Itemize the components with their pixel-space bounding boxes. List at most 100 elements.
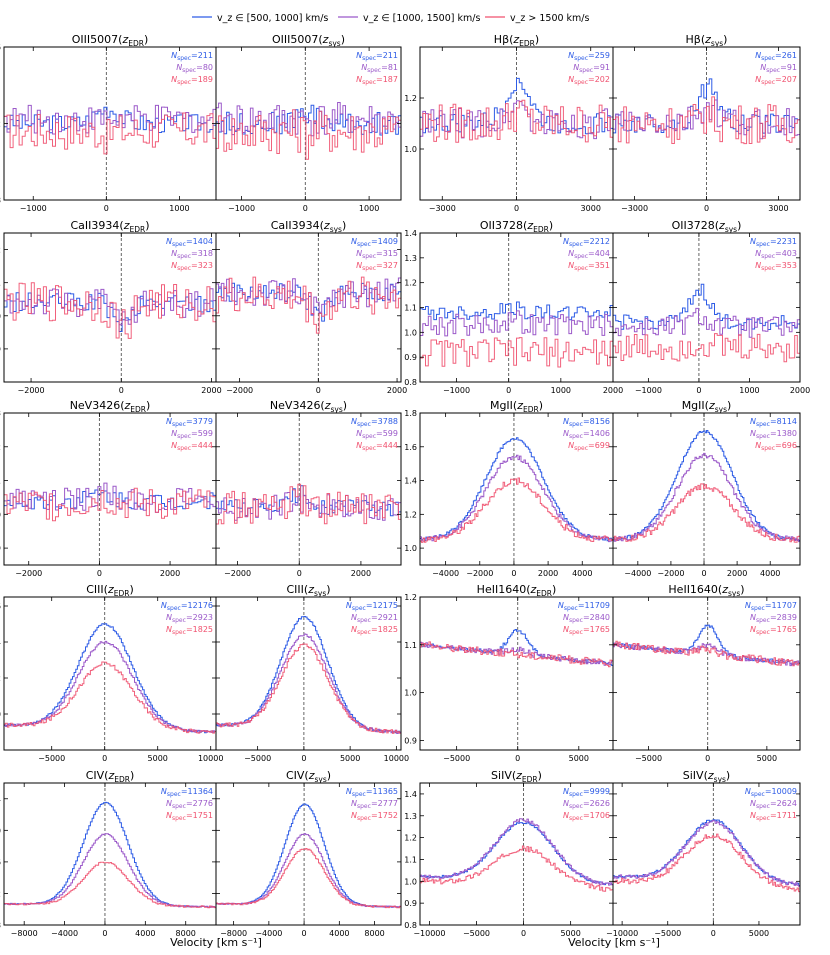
x-tick-label: −10000: [606, 929, 638, 938]
n-spec-label-blue: Nspec=12175: [346, 601, 398, 612]
y-tick-label: 0.9: [0, 345, 1, 354]
x-tick-label: −2000: [18, 386, 45, 395]
n-spec-label-blue: Nspec=11365: [346, 787, 398, 798]
n-spec-label-purple: Nspec=2921: [351, 613, 398, 624]
series-red: [216, 276, 401, 334]
y-tick-label: 1.4: [404, 790, 417, 799]
plot-frame: [215, 412, 402, 566]
x-tick-label: 0: [102, 929, 107, 938]
y-tick-label: 1.4: [404, 229, 417, 238]
y-tick-label: 1.3: [404, 812, 417, 821]
x-tick-label: 0: [302, 929, 307, 938]
series-red: [216, 848, 401, 909]
n-spec-label-purple: Nspec=599: [356, 429, 398, 440]
n-spec-label-purple: Nspec=404: [568, 249, 610, 260]
series-purple: [216, 633, 401, 734]
y-tick-label: 0.9: [0, 544, 1, 553]
series-red: [420, 99, 613, 143]
series-purple: [420, 454, 613, 543]
n-spec-label-purple: Nspec=1406: [563, 429, 610, 440]
n-spec-label-blue: Nspec=11707: [745, 601, 797, 612]
y-tick-label: 1.2: [0, 120, 1, 129]
panel-heii1640-zsys: −5000 0 5000HeII1640(zsys)Nspec=11707Nspec…: [612, 583, 801, 763]
x-tick-label: 0: [696, 386, 701, 395]
n-spec-label-blue: Nspec=1409: [351, 237, 398, 248]
series-red: [4, 661, 216, 734]
y-tick-label: 0.8: [0, 921, 1, 930]
panel-nev3426-zedr: −2000 0 2000 0.9 1.0 1.1 1.2 1.3 NeV3426(zEDR) Ns…: [0, 399, 217, 578]
panel-title: OIII5007(zsys): [272, 33, 345, 48]
y-tick-label: 0.9: [404, 899, 417, 908]
panel-title: CIV(zEDR): [86, 769, 135, 784]
x-tick-label: −4000: [624, 569, 651, 578]
series-red: [420, 845, 613, 892]
y-tick-label: 1.2: [404, 593, 417, 602]
y-tick-label: 1.1: [0, 279, 1, 288]
plot-frame: [612, 412, 801, 566]
n-spec-label-blue: Nspec=11364: [161, 787, 213, 798]
n-spec-label-purple: Nspec=599: [171, 429, 213, 440]
panel-civ-zedr: −8000 −4000 0 4000 8000 0.8 1.2 1.6 2.0 2.4 CIV(zE…: [0, 769, 217, 938]
n-spec-label-red: Nspec=696: [755, 441, 797, 452]
panel-title: OII3728(zEDR): [480, 219, 553, 234]
x-tick-label: 1000: [739, 386, 759, 395]
x-tick-label: −2000: [226, 386, 253, 395]
plot-frame: [215, 782, 402, 926]
n-spec-label-red: Nspec=1706: [563, 811, 610, 822]
n-spec-label-red: Nspec=189: [171, 75, 213, 86]
x-tick-label: 5000: [757, 754, 777, 763]
legend-label-blue: v_z ∈ [500, 1000] km/s: [217, 13, 328, 24]
n-spec-label-blue: Nspec=2231: [750, 237, 797, 248]
panel-title: HeII1640(zEDR): [477, 583, 557, 598]
series-purple: [613, 820, 800, 887]
plot-frame: [612, 782, 801, 926]
n-spec-label-purple: Nspec=318: [171, 249, 213, 260]
series-blue: [420, 437, 613, 542]
x-tick-label: 0: [316, 386, 321, 395]
x-tick-label: 0: [514, 204, 519, 213]
series-blue: [216, 616, 401, 734]
series-purple: [216, 833, 401, 908]
n-spec-label-purple: Nspec=2776: [166, 799, 213, 810]
n-spec-label-blue: Nspec=261: [755, 51, 797, 62]
panel-title: NeV3426(zsys): [270, 399, 347, 414]
panel-ciii-zedr: −5000 0 5000 10000 1.0 1.2 1.4 1.6 CIII(zEDR) Nsp…: [0, 583, 223, 763]
x-tick-label: 2000: [387, 386, 407, 395]
panel-siiv-zedr: −10000 −5000 0 5000 0.8 0.9 1.0 1.1 1.2 1.3 1.4 SiI…: [404, 769, 614, 938]
n-spec-label-purple: Nspec=80: [176, 63, 213, 74]
y-tick-label: 1.1: [404, 855, 417, 864]
x-tick-label: 0: [511, 569, 516, 578]
y-tick-label: 1.2: [0, 889, 1, 898]
x-tick-label: −1000: [443, 386, 470, 395]
x-tick-label: −5000: [443, 754, 470, 763]
x-tick-label: 2000: [727, 569, 747, 578]
legend-label-purple: v_z ∈ [1000, 1500] km/s: [363, 13, 480, 24]
y-tick-label: 0.8: [0, 196, 1, 205]
x-tick-label: 2000: [351, 569, 371, 578]
x-tick-label: −8000: [220, 929, 247, 938]
n-spec-label-blue: Nspec=3779: [166, 417, 213, 428]
y-tick-label: 0.8: [404, 378, 417, 387]
y-tick-label: 2.0: [0, 826, 1, 835]
panel-title: HeII1640(zsys): [668, 583, 744, 598]
panel-title: CIII(zsys): [286, 583, 330, 598]
y-tick-label: 1.1: [404, 304, 417, 313]
x-tick-label: 0: [303, 204, 308, 213]
x-tick-label: 1000: [169, 204, 189, 213]
y-tick-label: 0.8: [404, 921, 417, 930]
panel-oiii5007-zedr: −1000 0 1000 0.8 1.2 1.6 OIII5007(zEDR) Nspec=2…: [0, 33, 217, 213]
series-red: [613, 833, 800, 893]
legend-label-red: v_z > 1500 km/s: [510, 13, 590, 24]
x-tick-label: −5000: [463, 929, 490, 938]
series-red: [420, 641, 613, 668]
series-purple: [4, 640, 216, 734]
x-tick-label: 3000: [768, 204, 788, 213]
n-spec-label-blue: Nspec=3788: [351, 417, 398, 428]
panel-title: OIII5007(zEDR): [72, 33, 149, 48]
x-tick-label: −1000: [228, 204, 255, 213]
x-tick-label: −4000: [255, 929, 282, 938]
n-spec-label-red: Nspec=323: [171, 261, 213, 272]
n-spec-label-red: Nspec=353: [755, 261, 797, 272]
x-tick-label: 0: [97, 569, 102, 578]
plot-frame: [612, 596, 801, 751]
